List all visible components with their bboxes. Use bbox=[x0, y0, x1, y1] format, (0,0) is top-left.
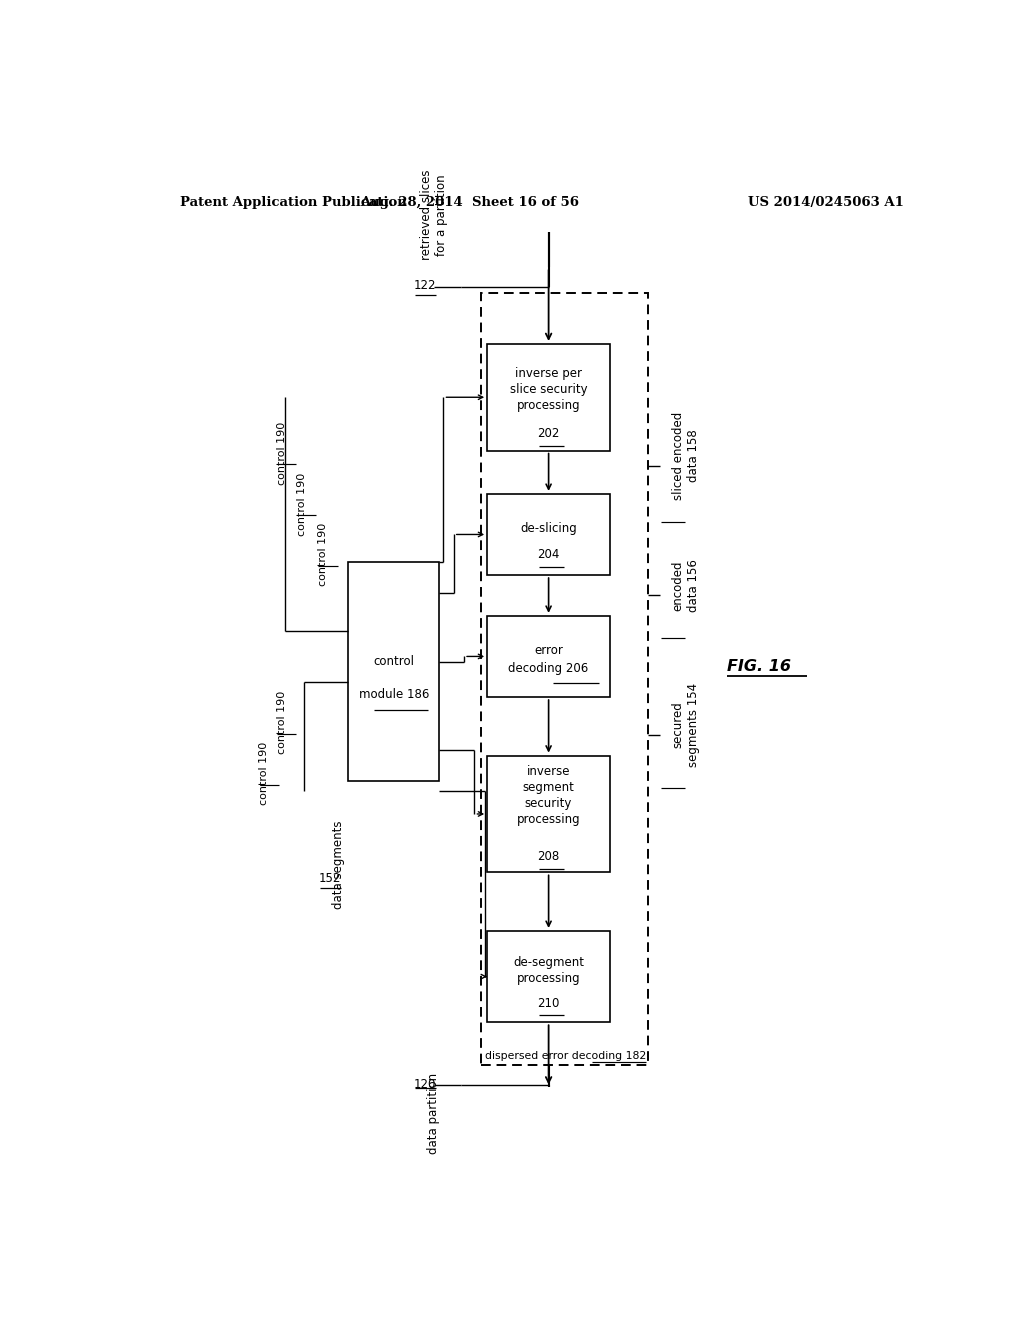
Text: control 190: control 190 bbox=[259, 742, 269, 805]
Text: data segments: data segments bbox=[332, 821, 345, 909]
Text: 122: 122 bbox=[414, 279, 436, 292]
Bar bbox=[487, 931, 610, 1022]
Text: 208: 208 bbox=[538, 850, 560, 863]
Text: Patent Application Publication: Patent Application Publication bbox=[179, 195, 407, 209]
Bar bbox=[487, 615, 610, 697]
Text: 202: 202 bbox=[538, 428, 560, 441]
Text: data partition: data partition bbox=[427, 1073, 440, 1154]
Bar bbox=[348, 562, 439, 781]
Text: retrieved slices
for a partition: retrieved slices for a partition bbox=[420, 169, 447, 260]
Bar bbox=[487, 755, 610, 873]
Text: encoded
data 156: encoded data 156 bbox=[672, 558, 699, 611]
Text: dispersed error decoding 182: dispersed error decoding 182 bbox=[485, 1051, 646, 1061]
Text: secured
segments 154: secured segments 154 bbox=[672, 682, 699, 767]
Text: error: error bbox=[535, 644, 563, 657]
Text: control: control bbox=[374, 655, 415, 668]
Text: control 190: control 190 bbox=[276, 690, 287, 754]
Text: inverse per
slice security
processing: inverse per slice security processing bbox=[510, 367, 588, 412]
Text: sliced encoded
data 158: sliced encoded data 158 bbox=[672, 412, 699, 500]
Bar bbox=[487, 494, 610, 576]
Bar bbox=[481, 293, 648, 1065]
Text: 210: 210 bbox=[538, 997, 560, 1010]
Text: decoding 206: decoding 206 bbox=[509, 663, 589, 675]
Text: de-segment
processing: de-segment processing bbox=[513, 956, 584, 985]
Text: de-slicing: de-slicing bbox=[520, 521, 577, 535]
Text: control 190: control 190 bbox=[318, 523, 328, 586]
Text: module 186: module 186 bbox=[358, 688, 429, 701]
Text: 204: 204 bbox=[538, 548, 560, 561]
Text: 120: 120 bbox=[414, 1078, 436, 1092]
Text: inverse
segment
security
processing: inverse segment security processing bbox=[517, 766, 581, 826]
Text: control 190: control 190 bbox=[276, 421, 287, 484]
Text: US 2014/0245063 A1: US 2014/0245063 A1 bbox=[749, 195, 904, 209]
Text: FIG. 16: FIG. 16 bbox=[727, 659, 792, 675]
Text: control 190: control 190 bbox=[297, 473, 306, 536]
Text: Aug. 28, 2014  Sheet 16 of 56: Aug. 28, 2014 Sheet 16 of 56 bbox=[359, 195, 579, 209]
Text: 152: 152 bbox=[318, 871, 341, 884]
Bar bbox=[487, 345, 610, 450]
